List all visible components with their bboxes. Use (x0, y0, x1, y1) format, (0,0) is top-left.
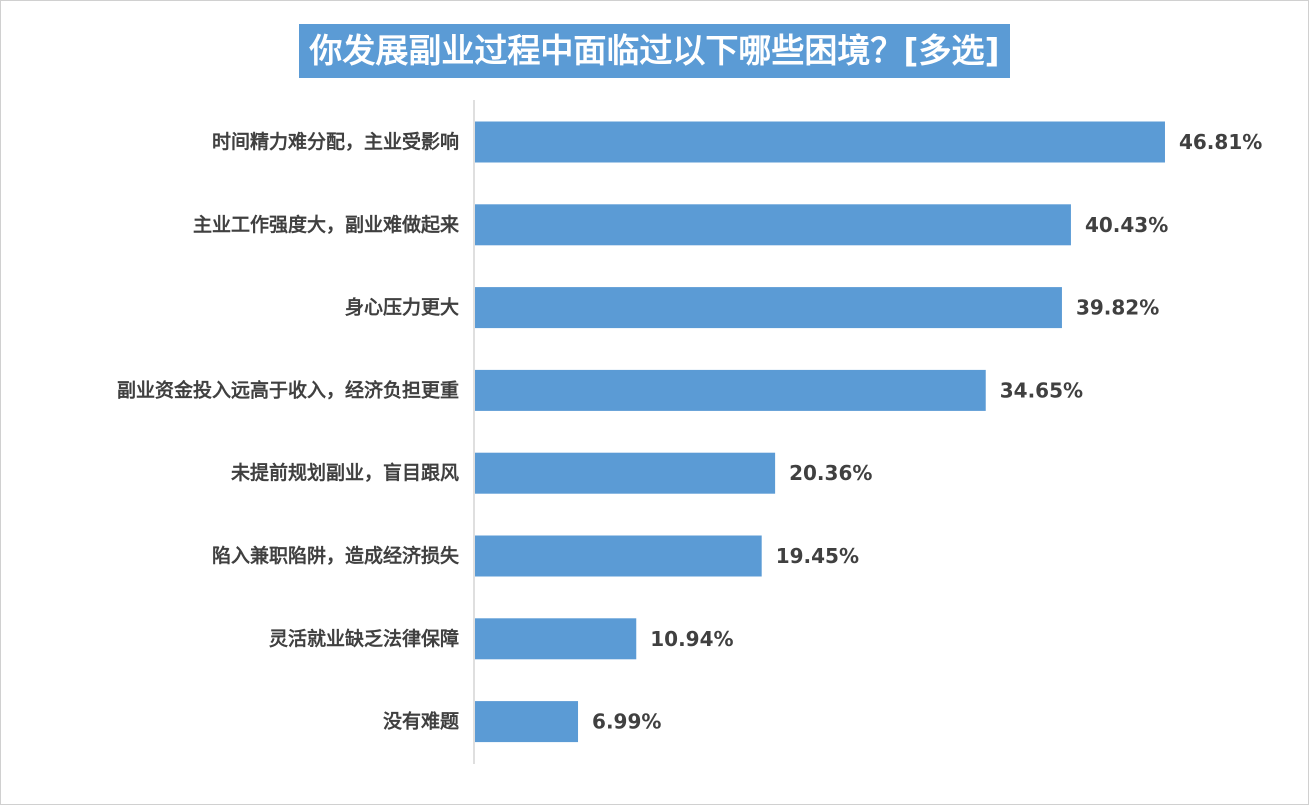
value-label-3: 34.65% (1000, 378, 1083, 402)
category-labels-group: 时间精力难分配，主业受影响主业工作强度大，副业难做起来身心压力更大副业资金投入远… (117, 130, 460, 733)
bar-7 (475, 701, 579, 743)
value-labels-group: 46.81% 40.43% 39.82% 34.65% 20.36% 19.45% 10.9… (592, 130, 1262, 734)
title-wrap: 你发展副业过程中面临过以下哪些困境？[多选] (0, 24, 1309, 78)
bar-6 (475, 618, 637, 660)
category-label-7: 没有难题 (383, 710, 459, 733)
bar-5 (475, 535, 762, 577)
category-label-6: 灵活就业缺乏法律保障 (269, 627, 459, 650)
bar-2 (475, 287, 1062, 329)
value-label-4: 20.36% (789, 461, 872, 485)
value-label-5: 19.45% (776, 544, 859, 568)
category-label-3: 副业资金投入远高于收入，经济负担更重 (117, 378, 459, 401)
value-label-7: 6.99% (592, 710, 661, 734)
bars-group (475, 121, 1165, 743)
category-label-1: 主业工作强度大，副业难做起来 (193, 213, 459, 236)
category-label-5: 陷入兼职陷阱，造成经济损失 (212, 544, 460, 567)
category-label-0: 时间精力难分配，主业受影响 (212, 130, 459, 153)
category-label-4: 未提前规划副业，盲目跟风 (230, 461, 459, 484)
value-label-1: 40.43% (1085, 213, 1168, 237)
category-label-2: 身心压力更大 (345, 296, 459, 319)
bar-0 (475, 121, 1165, 163)
bar-4 (475, 452, 776, 494)
chart-title: 你发展副业过程中面临过以下哪些困境？[多选] (299, 24, 1010, 78)
bar-1 (475, 204, 1071, 246)
value-label-2: 39.82% (1076, 296, 1159, 320)
value-label-6: 10.94% (650, 627, 733, 651)
value-label-0: 46.81% (1179, 130, 1262, 154)
bar-3 (475, 369, 986, 411)
